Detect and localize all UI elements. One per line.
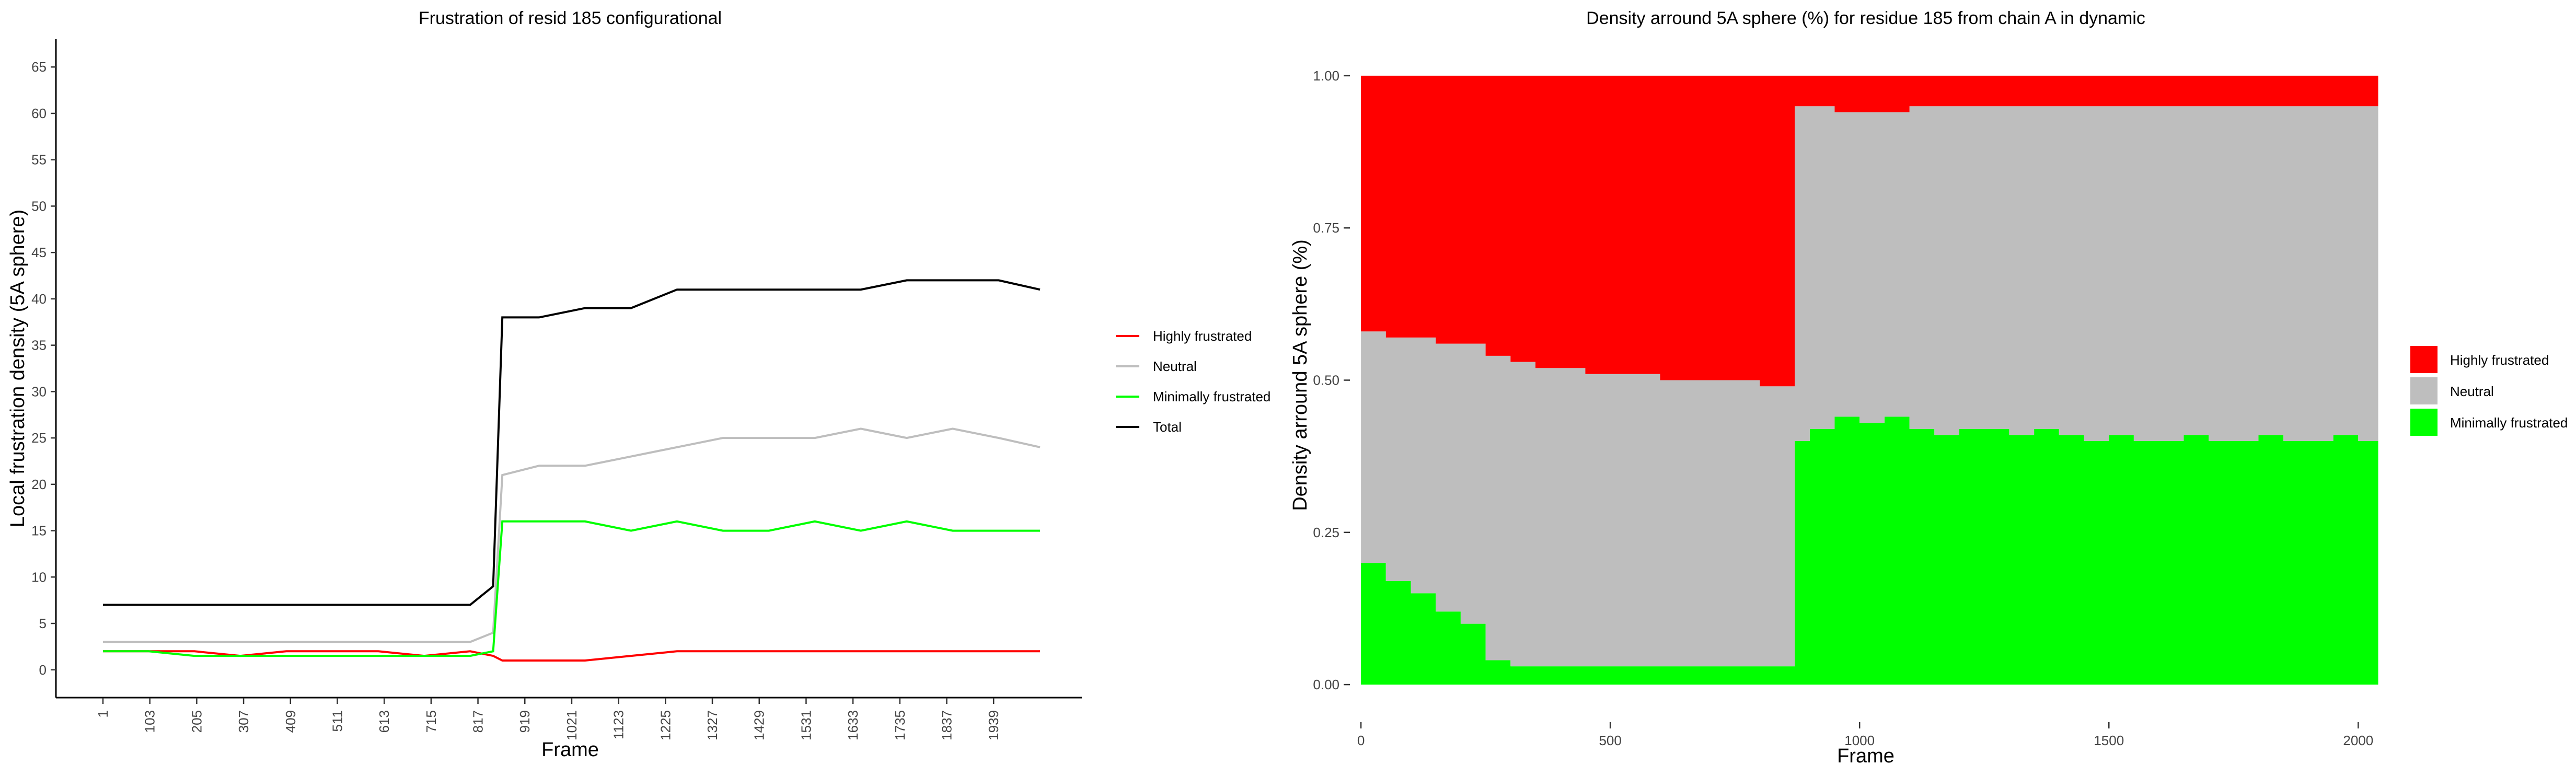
- area-chart-x-axis-title: Frame: [1837, 745, 1895, 767]
- legend-key-highly-frustrated: [2410, 346, 2438, 373]
- y-tick-label: 0: [39, 662, 47, 678]
- y-tick-label: 35: [31, 338, 47, 353]
- x-tick-label: 1939: [986, 710, 1001, 740]
- x-tick-label: 205: [189, 710, 204, 733]
- x-tick-label: 1429: [752, 710, 767, 740]
- x-tick-label: 1: [95, 710, 111, 717]
- x-tick-label: 2000: [2343, 733, 2373, 748]
- x-tick-label: 511: [329, 710, 345, 732]
- y-tick-label: 30: [31, 384, 47, 399]
- legend-label-total: Total: [1153, 419, 1182, 435]
- y-tick-label: 65: [31, 59, 47, 75]
- line-series-neutral: [103, 427, 1041, 643]
- y-tick-label: 45: [31, 245, 47, 260]
- x-tick-label: 715: [423, 710, 439, 733]
- legend-key-minimally-frustrated: [2410, 409, 2438, 436]
- x-tick-label: 1021: [564, 710, 580, 740]
- x-tick-label: 1531: [798, 710, 814, 740]
- line-chart-panel: Frustration of resid 185 configurational…: [7, 8, 1270, 761]
- x-tick-label: 0: [1357, 733, 1365, 748]
- line-chart-legend: Highly frustrated Neutral Minimally frustr…: [1116, 328, 1270, 435]
- legend-label-minimally-frustrated: Minimally frustrated: [2450, 415, 2568, 431]
- y-tick-label: 15: [31, 523, 47, 539]
- area-chart-y-axis-title: Density arround 5A sphere (%): [1289, 239, 1311, 511]
- y-tick-label: 0.00: [1313, 677, 1339, 692]
- x-tick-label: 1327: [704, 710, 720, 740]
- area-band-highly-frustrated: [1361, 75, 2378, 387]
- area-chart-legend: Highly frustrated Neutral Minimally frustr…: [2410, 346, 2568, 436]
- legend-label-highly-frustrated: Highly frustrated: [1153, 328, 1252, 344]
- y-tick-label: 10: [31, 569, 47, 585]
- area-chart-title: Density arround 5A sphere (%) for residu…: [1586, 8, 2145, 28]
- legend-label-highly-frustrated: Highly frustrated: [2450, 352, 2549, 368]
- y-tick-label: 0.50: [1313, 373, 1339, 388]
- legend-label-minimally-frustrated: Minimally frustrated: [1153, 389, 1270, 404]
- y-tick-label: 40: [31, 291, 47, 307]
- x-tick-label: 1000: [1844, 733, 1875, 748]
- x-tick-label: 1500: [2094, 733, 2124, 748]
- x-tick-label: 1123: [611, 710, 627, 739]
- area-chart-y-ticks: 0.00 0.25 0.50 0.75 1.00: [1313, 68, 1350, 692]
- y-tick-label: 55: [31, 152, 47, 168]
- line-chart-title: Frustration of resid 185 configurational: [419, 8, 722, 28]
- legend-label-neutral: Neutral: [2450, 384, 2494, 399]
- x-tick-label: 1735: [892, 710, 908, 740]
- x-tick-label: 500: [1599, 733, 1621, 748]
- x-tick-label: 409: [283, 710, 298, 733]
- line-chart-y-axis-title: Local frustration density (5A sphere): [7, 210, 29, 527]
- x-tick-label: 103: [142, 710, 158, 733]
- x-tick-label: 919: [517, 710, 533, 733]
- y-tick-label: 50: [31, 198, 47, 214]
- legend-key-neutral: [2410, 377, 2438, 404]
- y-tick-label: 25: [31, 430, 47, 446]
- x-tick-label: 1837: [939, 710, 954, 740]
- x-tick-label: 817: [470, 710, 486, 733]
- area-band-minimally-frustrated: [1361, 416, 2378, 685]
- line-chart-x-ticks: 1 103 205 307 409 511 613 715 817 919 1021 1123 1225…: [95, 698, 1001, 740]
- area-chart-x-ticks: 0 500 1000 1500 2000: [1357, 722, 2373, 748]
- area-chart-panel: Density arround 5A sphere (%) for residu…: [1289, 8, 2568, 767]
- line-series-minimally-frustrated: [103, 520, 1040, 657]
- x-tick-label: 307: [236, 710, 251, 733]
- y-tick-label: 1.00: [1313, 68, 1339, 84]
- y-tick-label: 60: [31, 106, 47, 121]
- area-band-neutral: [1361, 106, 2378, 667]
- y-tick-label: 20: [31, 477, 47, 492]
- y-tick-label: 0.25: [1313, 525, 1339, 540]
- y-tick-label: 5: [39, 616, 47, 631]
- area-series-group: [1361, 75, 2378, 685]
- y-tick-label: 0.75: [1313, 220, 1339, 236]
- x-tick-label: 1633: [845, 710, 861, 740]
- line-chart-y-ticks: 0 5 10 15 20 25 30 35 40 45 50 55 60 65: [31, 59, 56, 678]
- line-series-group: [103, 279, 1041, 662]
- legend-label-neutral: Neutral: [1153, 358, 1197, 374]
- x-tick-label: 613: [376, 710, 392, 733]
- line-series-total: [103, 279, 1041, 606]
- line-chart-x-axis-title: Frame: [541, 739, 599, 761]
- line-series-highly-frustrated: [103, 650, 1040, 662]
- x-tick-label: 1225: [657, 710, 673, 740]
